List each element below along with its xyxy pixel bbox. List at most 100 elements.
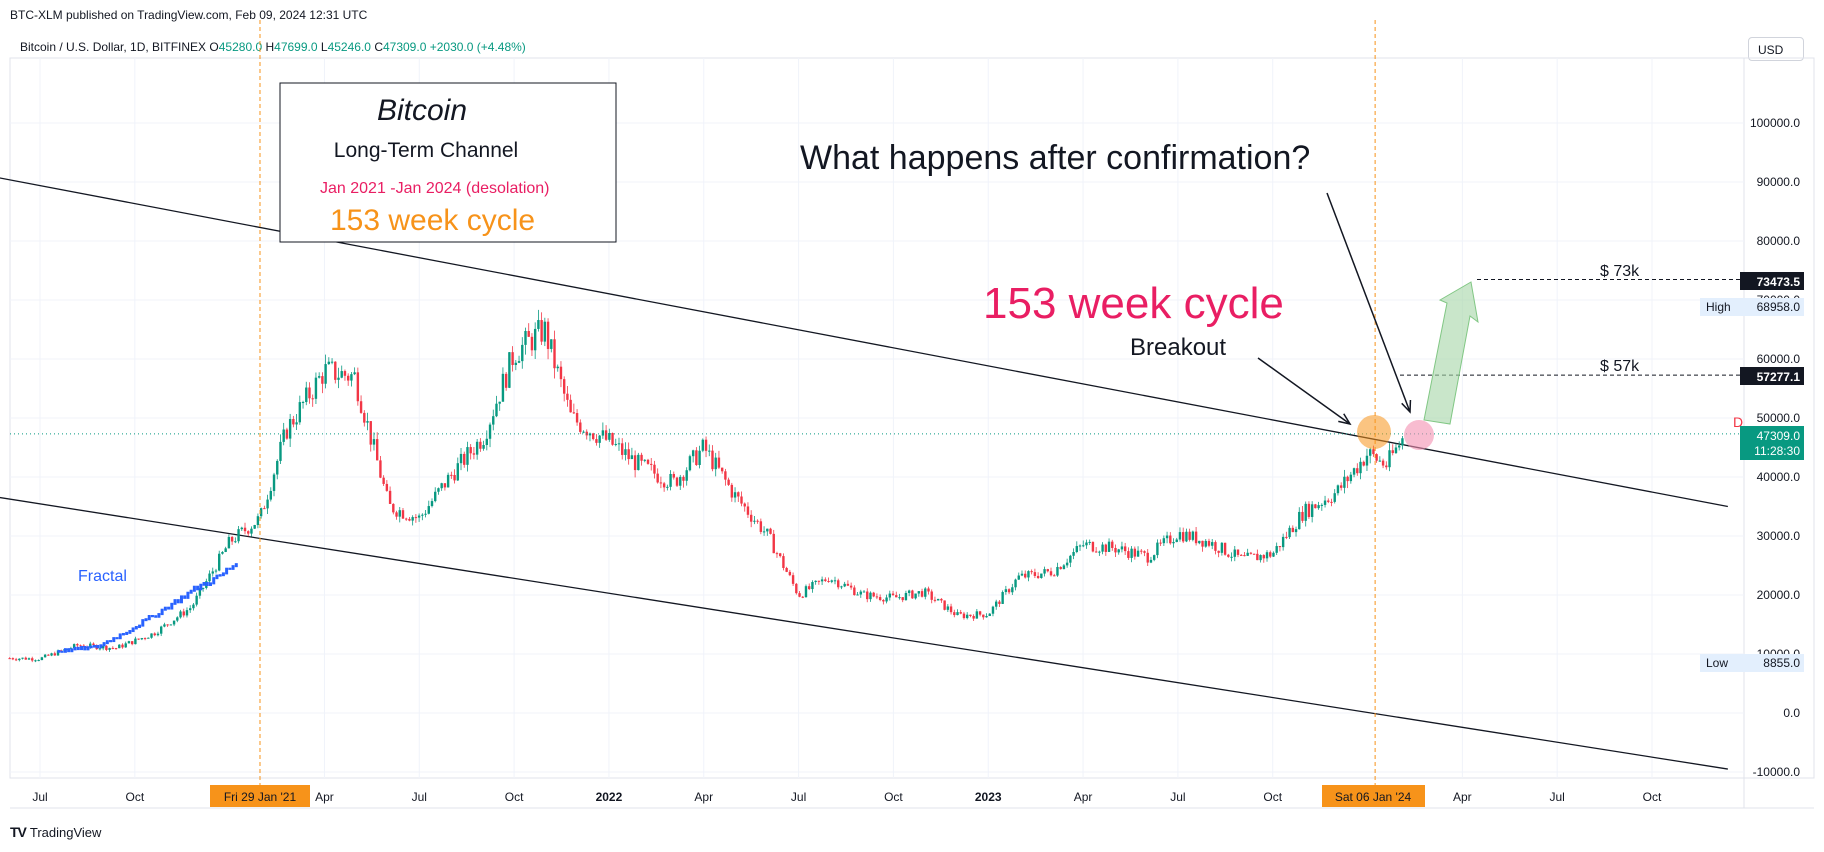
candle-body <box>182 611 185 616</box>
candle-body <box>424 513 427 515</box>
candle-body <box>804 586 808 598</box>
x-tick-label: Jul <box>1170 790 1185 804</box>
candle-body <box>31 658 34 661</box>
candle-body <box>646 459 650 464</box>
candle-body <box>1191 531 1195 540</box>
candle-body <box>89 643 92 648</box>
fractal-candle <box>186 591 190 599</box>
fractal-candle <box>157 613 161 618</box>
high-label: High <box>1706 300 1731 314</box>
candle-body <box>650 463 653 465</box>
low-label: L <box>320 40 328 54</box>
brand[interactable]: TV TradingView <box>10 824 101 840</box>
candle-body <box>346 375 350 381</box>
candle-body <box>385 483 389 491</box>
candle-body <box>1298 511 1301 530</box>
candle-body <box>511 352 514 366</box>
candle-body <box>446 474 450 488</box>
candle-body <box>372 439 376 445</box>
candle-body <box>679 476 682 486</box>
candle-body <box>1114 547 1117 553</box>
candle-body <box>276 460 279 475</box>
fractal-candle <box>112 637 116 643</box>
candle-body <box>733 492 737 498</box>
candle-body <box>924 588 927 597</box>
candle-body <box>730 484 734 498</box>
cycle-breakout-circle <box>1357 415 1391 449</box>
candle-body <box>627 449 630 460</box>
x-tick-label: Jul <box>791 790 806 804</box>
candle-body <box>176 617 179 621</box>
x-tick-label: Apr <box>1074 790 1093 804</box>
edge-marker: D <box>1733 414 1743 430</box>
candle-body <box>1217 550 1220 553</box>
candle-body <box>105 645 108 650</box>
candle-body <box>282 429 285 442</box>
candle-body <box>411 517 414 521</box>
fractal-candle <box>212 577 216 585</box>
fractal-candle <box>160 608 164 616</box>
fractal-candle <box>205 582 209 586</box>
candle-body <box>985 616 988 618</box>
candle-body <box>1223 542 1227 555</box>
candle-body <box>1398 445 1401 448</box>
candle-body <box>530 336 534 351</box>
candle-body <box>121 644 124 648</box>
fractal-candle <box>99 644 103 649</box>
candle-body <box>930 591 933 600</box>
fractal-candle <box>202 582 206 586</box>
candle-body <box>1317 505 1320 509</box>
fractal-candle <box>73 646 77 651</box>
candle-body <box>698 450 701 465</box>
fractal-candle <box>154 615 158 618</box>
candle-body <box>143 638 147 640</box>
currency-button[interactable]: USD <box>1748 37 1804 61</box>
candle-body <box>459 453 463 464</box>
candle-body <box>875 596 879 598</box>
level-57k-label: $ 57k <box>1600 358 1640 375</box>
candle-body <box>1291 527 1295 533</box>
candle-body <box>1246 552 1249 556</box>
candle-body <box>1056 566 1059 576</box>
candle-body <box>630 455 634 460</box>
candle-body <box>895 595 898 598</box>
candle-body <box>933 599 937 601</box>
candle-body <box>218 553 221 571</box>
candle-body <box>604 430 608 440</box>
candle-body <box>795 583 798 594</box>
candle-body <box>208 573 211 582</box>
candle-body <box>327 361 331 365</box>
candle-body <box>949 606 953 613</box>
candle-body <box>553 339 556 369</box>
candle-body <box>1001 592 1004 604</box>
candle-body <box>1256 553 1259 561</box>
candle-body <box>727 479 730 485</box>
candle-body <box>1030 571 1033 573</box>
candle-body <box>775 553 779 555</box>
x-tick-label: Oct <box>884 790 903 804</box>
close-value: 47309.0 <box>382 40 427 54</box>
candle-body <box>379 460 382 478</box>
candle-body <box>388 490 392 504</box>
candle-body <box>234 541 237 543</box>
candle-body <box>508 352 511 388</box>
fractal-candle <box>118 633 122 640</box>
candle-body <box>975 611 979 619</box>
candle-body <box>1188 531 1191 540</box>
candle-body <box>1143 551 1146 553</box>
close-label: C <box>374 40 383 54</box>
candle-body <box>1375 454 1378 461</box>
candle-body <box>595 439 598 443</box>
price-axis[interactable]: 100000.090000.080000.070000.060000.05000… <box>10 116 1800 779</box>
candle-body <box>492 416 495 425</box>
fractal-candle <box>80 646 84 651</box>
candle-body <box>1091 541 1095 552</box>
fractal-candle <box>141 619 145 627</box>
candle-body <box>1107 541 1111 552</box>
fractal-candle <box>208 582 212 586</box>
candle-body <box>504 373 508 388</box>
fractal-candle <box>138 624 142 629</box>
candle-body <box>130 641 134 645</box>
candle-body <box>878 597 882 601</box>
